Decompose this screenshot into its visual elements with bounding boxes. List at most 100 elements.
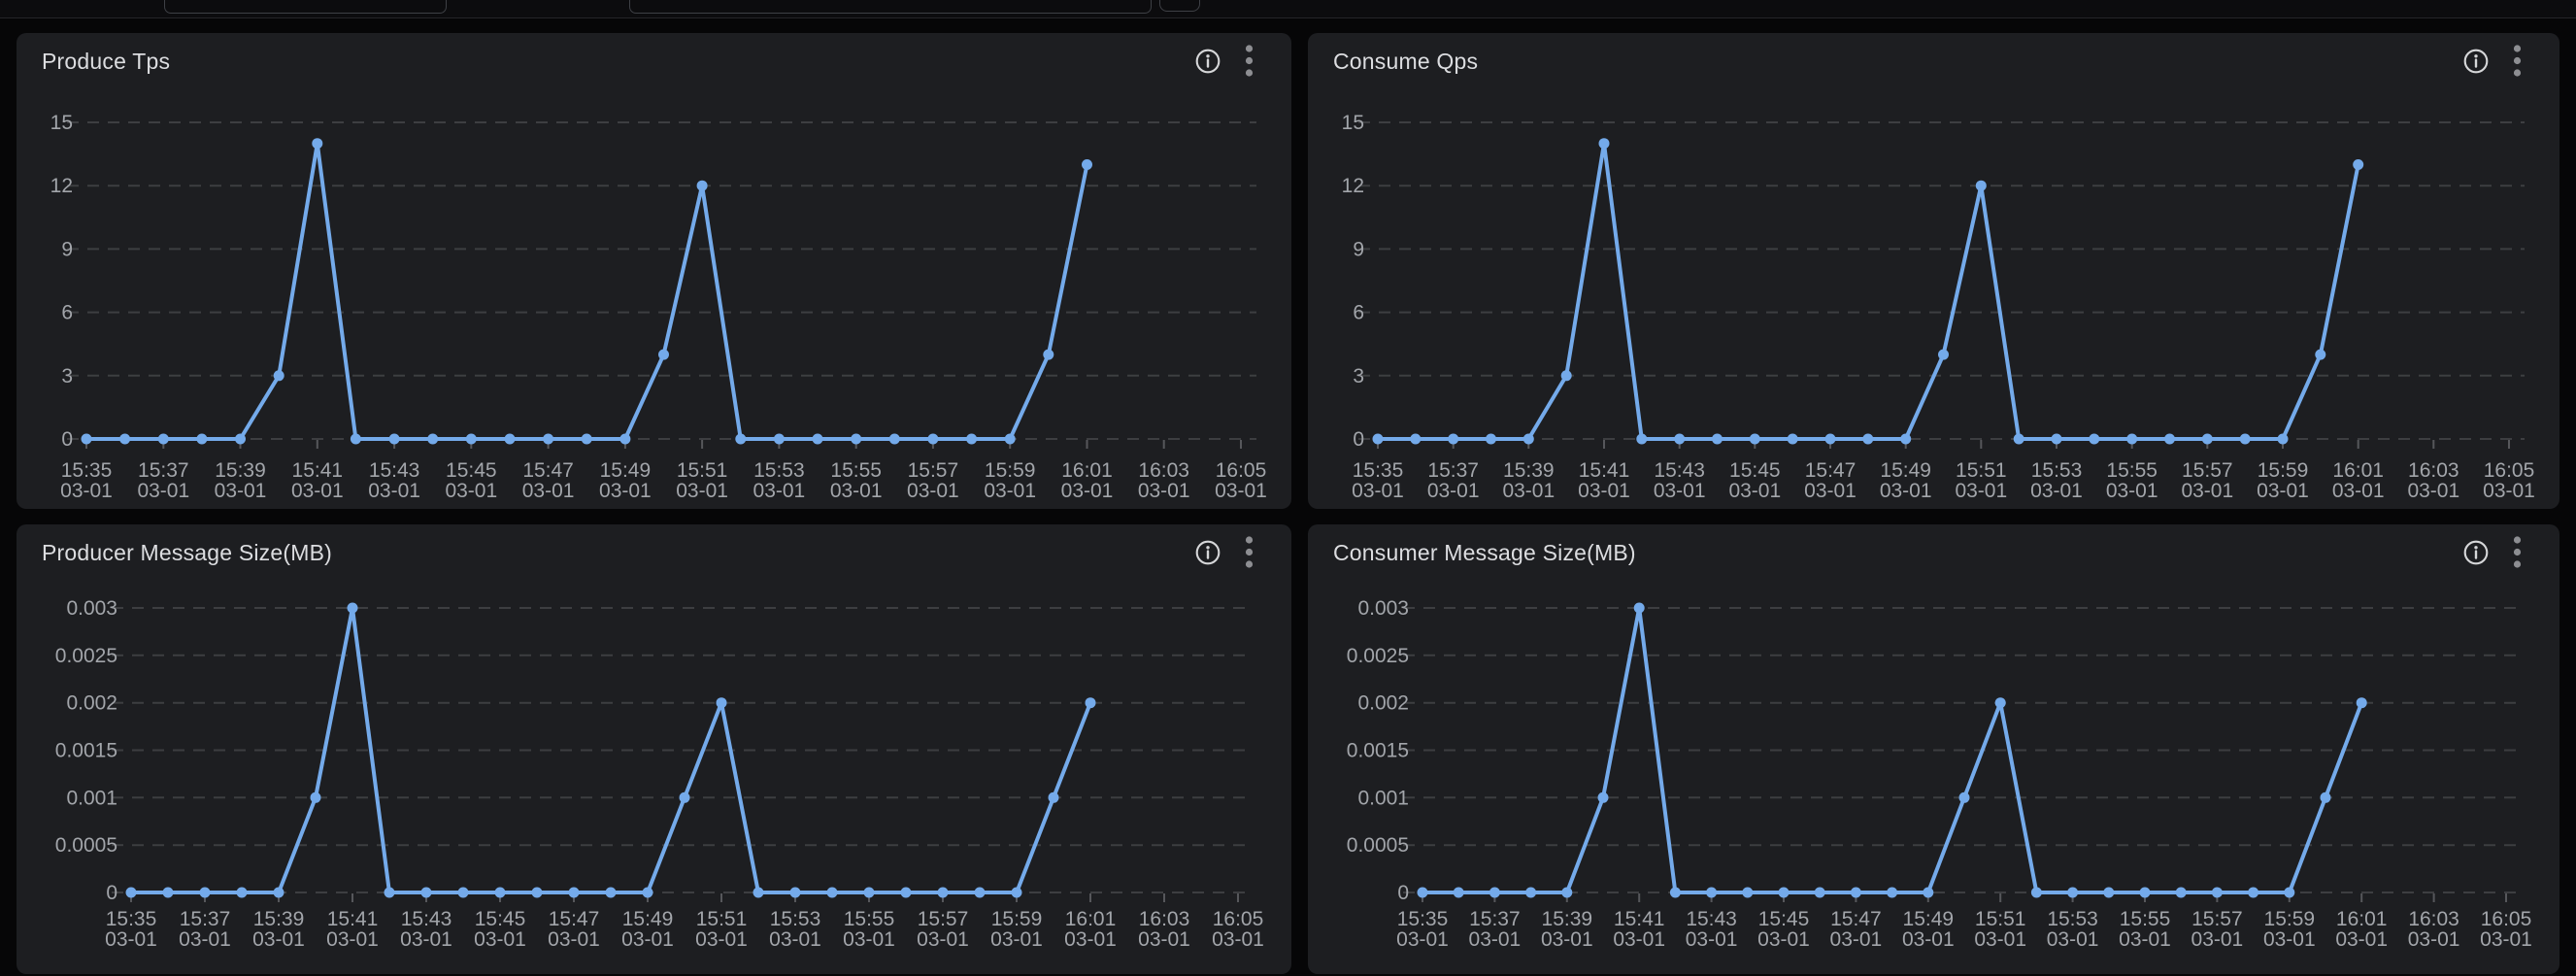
svg-text:0.003: 0.003: [66, 597, 117, 620]
svg-text:0.0025: 0.0025: [1347, 645, 1409, 667]
data-points: [1372, 138, 2364, 445]
x-tick-marks: [1422, 893, 2507, 902]
svg-text:15:35: 15:35: [1353, 459, 1404, 482]
panel-title: Producer Message Size(MB): [42, 539, 332, 565]
x-tick-marks: [1377, 440, 2510, 449]
svg-text:03-01: 03-01: [1541, 928, 1593, 951]
svg-text:03-01: 03-01: [1427, 480, 1480, 502]
info-icon[interactable]: [2459, 535, 2493, 570]
x-tick-marks: [130, 893, 1239, 902]
kebab-menu-icon[interactable]: [2499, 44, 2534, 79]
y-tick-labels: 0 3 6 9 12 15: [1342, 112, 1364, 451]
x-tick-labels: 15:3503-0115:3703-0115:3903-0115:4103-01…: [105, 908, 1264, 951]
svg-text:03-01: 03-01: [1352, 480, 1404, 502]
svg-text:03-01: 03-01: [2332, 480, 2385, 502]
y-grid: [1403, 607, 2522, 893]
info-icon[interactable]: [2459, 44, 2493, 79]
svg-text:15:57: 15:57: [2191, 908, 2243, 930]
svg-text:03-01: 03-01: [2106, 480, 2158, 502]
svg-text:16:03: 16:03: [1138, 459, 1189, 482]
svg-text:16:01: 16:01: [2332, 459, 2384, 482]
svg-text:15:49: 15:49: [600, 459, 652, 482]
svg-text:15:47: 15:47: [522, 459, 574, 482]
svg-text:03-01: 03-01: [621, 928, 674, 951]
svg-text:12: 12: [1342, 175, 1364, 197]
svg-text:0.0005: 0.0005: [1347, 834, 1409, 857]
svg-text:15:51: 15:51: [1956, 459, 2007, 482]
svg-text:15:53: 15:53: [2047, 908, 2098, 930]
svg-text:03-01: 03-01: [2335, 928, 2388, 951]
svg-text:03-01: 03-01: [830, 480, 883, 502]
svg-text:03-01: 03-01: [1061, 480, 1114, 502]
svg-text:15:39: 15:39: [253, 908, 305, 930]
svg-text:15:59: 15:59: [985, 459, 1036, 482]
svg-text:03-01: 03-01: [1728, 480, 1781, 502]
svg-text:15:53: 15:53: [770, 908, 821, 930]
svg-text:15:39: 15:39: [1503, 459, 1555, 482]
kebab-menu-icon[interactable]: [1231, 535, 1266, 570]
svg-text:15:45: 15:45: [475, 908, 526, 930]
svg-text:03-01: 03-01: [548, 928, 600, 951]
svg-text:16:05: 16:05: [2484, 459, 2535, 482]
chart-canvas[interactable]: 0 0.0005 0.001 0.0015 0.002 0.0025 0.003 15:35 0…: [17, 524, 1291, 974]
y-tick-labels: 0 0.0005 0.001 0.0015 0.002 0.0025 0.003: [1347, 597, 1409, 904]
svg-text:15:49: 15:49: [622, 908, 674, 930]
chart-svg: 00.00050.0010.00150.0020.00250.00315:350…: [1347, 597, 2532, 951]
svg-text:0.002: 0.002: [1357, 692, 1409, 715]
svg-text:0: 0: [1397, 882, 1409, 904]
svg-text:03-01: 03-01: [105, 928, 157, 951]
info-icon[interactable]: [1190, 44, 1225, 79]
toolbar-input-1[interactable]: [164, 0, 447, 14]
svg-text:03-01: 03-01: [769, 928, 821, 951]
svg-text:16:05: 16:05: [2481, 908, 2532, 930]
kebab-menu-icon[interactable]: [2499, 535, 2534, 570]
svg-text:03-01: 03-01: [1757, 928, 1810, 951]
svg-text:03-01: 03-01: [1902, 928, 1955, 951]
svg-text:03-01: 03-01: [1830, 928, 1883, 951]
svg-text:9: 9: [1353, 238, 1364, 260]
svg-text:03-01: 03-01: [2257, 480, 2309, 502]
toolbar-small-button[interactable]: [1159, 0, 1200, 12]
svg-text:03-01: 03-01: [291, 480, 344, 502]
svg-text:03-01: 03-01: [1578, 480, 1630, 502]
svg-text:03-01: 03-01: [1654, 480, 1706, 502]
x-tick-marks: [85, 440, 1242, 449]
svg-text:03-01: 03-01: [917, 928, 969, 951]
svg-text:03-01: 03-01: [1502, 480, 1555, 502]
svg-text:16:01: 16:01: [2336, 908, 2388, 930]
svg-text:15:37: 15:37: [180, 908, 231, 930]
chart-canvas[interactable]: 0 3 6 9 12 15 15:35 03-01 15:37 03-01 15:39 03-01 15…: [1308, 33, 2559, 509]
info-icon[interactable]: [1190, 535, 1225, 570]
svg-text:03-01: 03-01: [2263, 928, 2316, 951]
data-points: [1417, 602, 2367, 898]
panel-header: Producer Message Size(MB): [17, 524, 1291, 581]
series-line: [84, 141, 1089, 441]
svg-text:15:49: 15:49: [1903, 908, 1955, 930]
kebab-menu-icon[interactable]: [1231, 44, 1266, 79]
svg-text:03-01: 03-01: [137, 480, 189, 502]
chart-canvas[interactable]: 0 3 6 9 12 15 15:35 03-01 15:37 03-01 15:39 03-01 15…: [17, 33, 1291, 509]
svg-text:16:03: 16:03: [2408, 459, 2459, 482]
svg-text:0.001: 0.001: [66, 787, 117, 809]
svg-text:03-01: 03-01: [2191, 928, 2244, 951]
svg-text:03-01: 03-01: [1215, 480, 1267, 502]
toolbar-input-2[interactable]: [629, 0, 1152, 14]
panel-title: Consumer Message Size(MB): [1333, 539, 1636, 565]
svg-text:15:45: 15:45: [1758, 908, 1810, 930]
svg-text:16:05: 16:05: [1216, 459, 1267, 482]
svg-text:03-01: 03-01: [1064, 928, 1117, 951]
svg-text:0.0005: 0.0005: [55, 834, 117, 857]
svg-text:03-01: 03-01: [326, 928, 379, 951]
svg-text:15:51: 15:51: [677, 459, 728, 482]
panel-header: Produce Tps: [17, 33, 1291, 89]
svg-text:03-01: 03-01: [599, 480, 652, 502]
svg-text:15:45: 15:45: [446, 459, 497, 482]
svg-text:03-01: 03-01: [400, 928, 452, 951]
svg-text:15:41: 15:41: [1579, 459, 1630, 482]
panel-consumer-message-size: Consumer Message Size(MB) 0 0.0005 0.001 0.…: [1308, 524, 2559, 974]
svg-text:0: 0: [106, 882, 117, 904]
panel-produce-tps: Produce Tps 0 3 6 9 12 15 15:35 03-01 15:37 03-01…: [17, 33, 1291, 509]
svg-text:03-01: 03-01: [60, 480, 113, 502]
chart-canvas[interactable]: 0 0.0005 0.001 0.0015 0.002 0.0025 0.003 15:35 0…: [1308, 524, 2559, 974]
svg-text:15:55: 15:55: [2106, 459, 2158, 482]
